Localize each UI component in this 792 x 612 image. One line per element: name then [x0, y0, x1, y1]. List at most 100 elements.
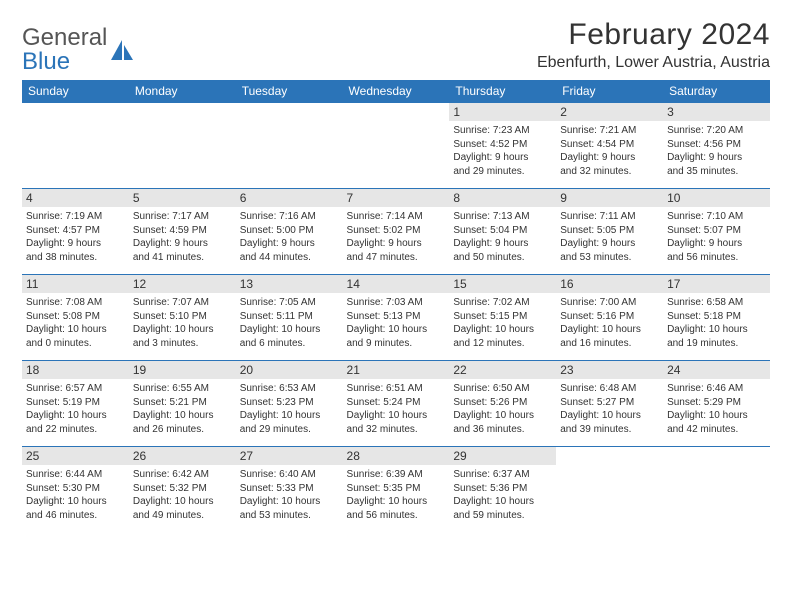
brand-part2: Blue: [22, 48, 70, 75]
day-info-line: Daylight: 10 hours: [347, 323, 446, 337]
day-info-line: Sunset: 5:32 PM: [133, 482, 232, 496]
day-info: Sunrise: 6:48 AMSunset: 5:27 PMDaylight:…: [560, 382, 659, 436]
day-info-line: and 29 minutes.: [240, 423, 339, 437]
weekday-header: Thursday: [449, 80, 556, 103]
day-cell: 13Sunrise: 7:05 AMSunset: 5:11 PMDayligh…: [236, 275, 343, 361]
day-info-line: Daylight: 10 hours: [560, 323, 659, 337]
day-info-line: Daylight: 10 hours: [453, 323, 552, 337]
day-info-line: and 12 minutes.: [453, 337, 552, 351]
day-number: 29: [449, 447, 556, 465]
day-info-line: Sunrise: 7:10 AM: [667, 210, 766, 224]
day-cell: 2Sunrise: 7:21 AMSunset: 4:54 PMDaylight…: [556, 103, 663, 189]
day-info-line: Sunrise: 6:57 AM: [26, 382, 125, 396]
day-number: 4: [22, 189, 129, 207]
weekday-row: SundayMondayTuesdayWednesdayThursdayFrid…: [22, 80, 770, 103]
day-cell: 23Sunrise: 6:48 AMSunset: 5:27 PMDayligh…: [556, 361, 663, 447]
day-cell: 21 Sunrise: 6:51 AMSunset: 5:24 PMDayligh…: [343, 361, 450, 447]
day-cell: 25Sunrise: 6:44 AMSunset: 5:30 PMDayligh…: [22, 447, 129, 533]
day-number: 26: [129, 447, 236, 465]
day-info-line: Daylight: 10 hours: [240, 409, 339, 423]
day-info-line: Sunset: 5:30 PM: [26, 482, 125, 496]
day-info-line: Daylight: 10 hours: [133, 495, 232, 509]
day-info-line: Daylight: 10 hours: [560, 409, 659, 423]
day-info-line: Daylight: 9 hours: [667, 151, 766, 165]
weekday-header: Wednesday: [343, 80, 450, 103]
day-info-line: Sunset: 5:21 PM: [133, 396, 232, 410]
day-cell: 17Sunrise: 6:58 AMSunset: 5:18 PMDayligh…: [663, 275, 770, 361]
day-cell: 12Sunrise: 7:07 AMSunset: 5:10 PMDayligh…: [129, 275, 236, 361]
day-info: Sunrise: 6:55 AMSunset: 5:21 PMDaylight:…: [133, 382, 232, 436]
day-number: 2: [556, 103, 663, 121]
day-info-line: and 3 minutes.: [133, 337, 232, 351]
day-info-line: Sunset: 5:02 PM: [347, 224, 446, 238]
day-info-line: Sunset: 5:26 PM: [453, 396, 552, 410]
day-info-line: Sunrise: 7:19 AM: [26, 210, 125, 224]
day-info-line: and 53 minutes.: [560, 251, 659, 265]
day-cell: 6Sunrise: 7:16 AMSunset: 5:00 PMDaylight…: [236, 189, 343, 275]
day-info-line: Daylight: 9 hours: [560, 151, 659, 165]
day-info-line: Sunset: 5:27 PM: [560, 396, 659, 410]
weekday-header: Saturday: [663, 80, 770, 103]
day-number: 10: [663, 189, 770, 207]
day-info-line: and 36 minutes.: [453, 423, 552, 437]
day-info: Sunrise: 6:46 AMSunset: 5:29 PMDaylight:…: [667, 382, 766, 436]
calendar-week-row: 18Sunrise: 6:57 AMSunset: 5:19 PMDayligh…: [22, 361, 770, 447]
day-info-line: Sunset: 5:36 PM: [453, 482, 552, 496]
day-info-line: Sunset: 5:18 PM: [667, 310, 766, 324]
day-number: 15: [449, 275, 556, 293]
day-info: Sunrise: 6:42 AMSunset: 5:32 PMDaylight:…: [133, 468, 232, 522]
day-info-line: Sunrise: 7:16 AM: [240, 210, 339, 224]
calendar-week-row: 4 Sunrise: 7:19 AMSunset: 4:57 PMDaylight…: [22, 189, 770, 275]
day-cell: 18Sunrise: 6:57 AMSunset: 5:19 PMDayligh…: [22, 361, 129, 447]
day-info-line: Sunrise: 7:05 AM: [240, 296, 339, 310]
day-number: 5: [129, 189, 236, 207]
day-info-line: and 29 minutes.: [453, 165, 552, 179]
day-cell: 8Sunrise: 7:13 AMSunset: 5:04 PMDaylight…: [449, 189, 556, 275]
calendar-week-row: 11Sunrise: 7:08 AMSunset: 5:08 PMDayligh…: [22, 275, 770, 361]
day-info-line: Sunrise: 7:17 AM: [133, 210, 232, 224]
day-info-line: Daylight: 10 hours: [26, 323, 125, 337]
day-cell: 15Sunrise: 7:02 AMSunset: 5:15 PMDayligh…: [449, 275, 556, 361]
day-info-line: and 32 minutes.: [560, 165, 659, 179]
day-info-line: Daylight: 9 hours: [560, 237, 659, 251]
calendar-week-row: 25Sunrise: 6:44 AMSunset: 5:30 PMDayligh…: [22, 447, 770, 533]
day-info: Sunrise: 7:23 AMSunset: 4:52 PMDaylight:…: [453, 124, 552, 178]
day-info-line: Daylight: 10 hours: [26, 495, 125, 509]
day-info-line: Sunrise: 7:21 AM: [560, 124, 659, 138]
day-info-line: Sunset: 5:10 PM: [133, 310, 232, 324]
day-cell: 24 Sunrise: 6:46 AMSunset: 5:29 PMDayligh…: [663, 361, 770, 447]
day-info: Sunrise: 7:20 AMSunset: 4:56 PMDaylight:…: [667, 124, 766, 178]
day-number: 22: [449, 361, 556, 379]
day-number: 19: [129, 361, 236, 379]
day-cell: 4 Sunrise: 7:19 AMSunset: 4:57 PMDaylight…: [22, 189, 129, 275]
day-cell: 7Sunrise: 7:14 AMSunset: 5:02 PMDaylight…: [343, 189, 450, 275]
header: General Blue February 2024 Ebenfurth, Lo…: [22, 18, 770, 74]
day-cell: 1 Sunrise: 7:23 AMSunset: 4:52 PMDaylight…: [449, 103, 556, 189]
day-info-line: and 56 minutes.: [667, 251, 766, 265]
day-info-line: Sunset: 5:13 PM: [347, 310, 446, 324]
day-info-line: Daylight: 10 hours: [26, 409, 125, 423]
day-info-line: Daylight: 9 hours: [667, 237, 766, 251]
day-info-line: and 46 minutes.: [26, 509, 125, 523]
day-info-line: Sunrise: 6:40 AM: [240, 468, 339, 482]
day-cell: 26 Sunrise: 6:42 AMSunset: 5:32 PMDayligh…: [129, 447, 236, 533]
day-number: 6: [236, 189, 343, 207]
day-cell: 16Sunrise: 7:00 AMSunset: 5:16 PMDayligh…: [556, 275, 663, 361]
day-number: 24: [663, 361, 770, 379]
day-cell: 9Sunrise: 7:11 AMSunset: 5:05 PMDaylight…: [556, 189, 663, 275]
month-title: February 2024: [537, 18, 770, 52]
day-number: 21: [343, 361, 450, 379]
day-info: Sunrise: 7:03 AMSunset: 5:13 PMDaylight:…: [347, 296, 446, 350]
day-info-line: Daylight: 10 hours: [240, 495, 339, 509]
day-info-line: Sunrise: 7:20 AM: [667, 124, 766, 138]
day-info: Sunrise: 7:14 AMSunset: 5:02 PMDaylight:…: [347, 210, 446, 264]
day-info: Sunrise: 7:19 AMSunset: 4:57 PMDaylight:…: [26, 210, 125, 264]
day-number: 1: [449, 103, 556, 121]
day-info-line: Sunrise: 7:00 AM: [560, 296, 659, 310]
day-info: Sunrise: 6:39 AMSunset: 5:35 PMDaylight:…: [347, 468, 446, 522]
day-number: 8: [449, 189, 556, 207]
day-info-line: Daylight: 9 hours: [453, 237, 552, 251]
day-info: Sunrise: 6:51 AMSunset: 5:24 PMDaylight:…: [347, 382, 446, 436]
day-info-line: Daylight: 10 hours: [240, 323, 339, 337]
day-info-line: Sunset: 4:59 PM: [133, 224, 232, 238]
